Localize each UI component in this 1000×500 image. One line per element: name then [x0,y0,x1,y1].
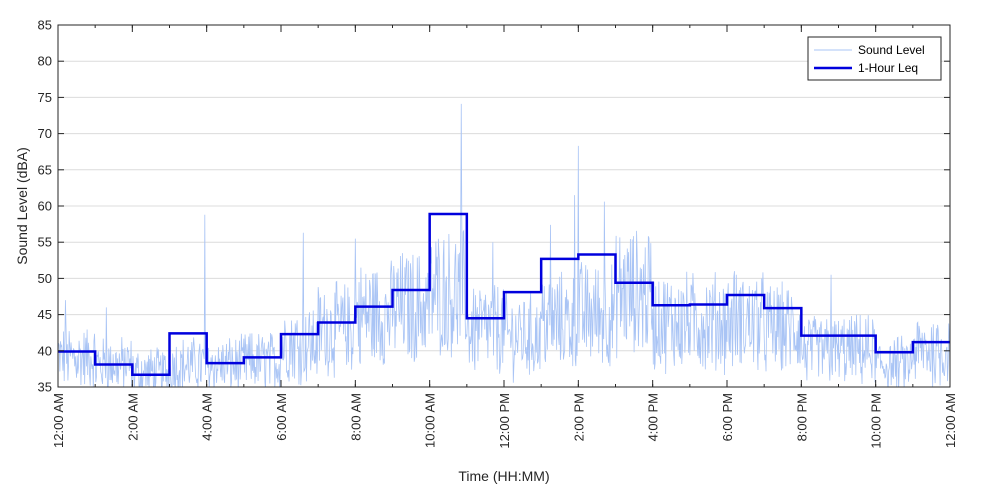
y-tick-label: 35 [38,380,52,395]
leq-step-line [58,212,950,376]
y-tick-label: 65 [38,162,52,177]
y-tick-label: 40 [38,343,52,358]
y-axis-label: Sound Level (dBA) [14,147,30,265]
x-axis-label: Time (HH:MM) [458,468,549,484]
y-tick-label: 75 [38,90,52,105]
y-tick-label: 50 [38,271,52,286]
x-tick-label: 2:00 PM [571,393,586,441]
legend: Sound Level 1-Hour Leq [807,36,942,81]
y-axis: 35 40 45 50 55 60 65 70 75 80 85 [38,18,950,395]
legend-box [807,36,942,81]
y-tick-label: 60 [38,199,52,214]
series-1-hour-leq [58,212,950,376]
x-tick-label: 12:00 PM [497,393,512,449]
x-tick-label: 4:00 PM [646,393,661,441]
y-tick-label: 80 [38,54,52,69]
x-tick-label: 8:00 AM [348,393,363,441]
legend-label-sound-level: Sound Level [858,43,925,57]
x-tick-label: 6:00 AM [274,393,289,441]
x-tick-label: 12:00 AM [51,393,66,448]
x-axis: 12:00 AM 2:00 AM 4:00 AM 6:00 AM 8:00 AM 10:0… [51,25,958,449]
y-tick-label: 70 [38,126,52,141]
x-tick-label: 8:00 PM [794,393,809,441]
y-tick-label: 45 [38,307,52,322]
y-tick-label: 85 [38,18,52,33]
y-tick-label: 55 [38,235,52,250]
x-tick-label: 10:00 PM [869,393,884,449]
legend-label-1-hour-leq: 1-Hour Leq [858,61,918,75]
x-tick-label: 12:00 AM [943,393,958,448]
grid-lines [58,60,950,352]
x-tick-label: 2:00 AM [125,393,140,441]
x-tick-label: 6:00 PM [720,393,735,441]
x-tick-label: 10:00 AM [423,393,438,448]
x-tick-label: 4:00 AM [200,393,215,441]
